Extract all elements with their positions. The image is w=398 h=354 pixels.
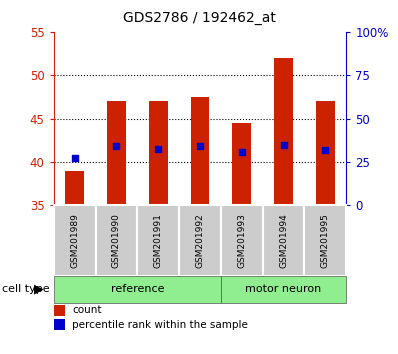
Bar [179,205,221,276]
Bar [137,205,179,276]
Bar [54,319,65,330]
Text: GSM201989: GSM201989 [70,213,79,268]
Bar [54,276,221,303]
Bar [54,305,65,316]
Bar [221,276,346,303]
Text: ▶: ▶ [34,283,44,296]
Text: GSM201994: GSM201994 [279,213,288,268]
Text: reference: reference [111,284,164,295]
Text: cell type: cell type [2,284,50,295]
Text: GSM201991: GSM201991 [154,213,163,268]
Bar [96,205,137,276]
Bar [54,205,96,276]
Point [72,155,78,160]
Bar [274,58,293,205]
Text: GSM201990: GSM201990 [112,213,121,268]
Bar [149,101,168,205]
Point [322,147,328,153]
Bar [304,205,346,276]
Point [197,143,203,149]
Point [155,146,162,152]
Point [238,149,245,154]
Bar [221,205,263,276]
Text: GSM201993: GSM201993 [237,213,246,268]
Text: GSM201995: GSM201995 [321,213,330,268]
Bar [232,123,251,205]
Bar [107,101,126,205]
Bar [65,171,84,205]
Text: motor neuron: motor neuron [246,284,322,295]
Bar [316,101,335,205]
Bar [191,97,209,205]
Point [113,143,119,149]
Text: GSM201992: GSM201992 [195,213,205,268]
Text: percentile rank within the sample: percentile rank within the sample [72,320,248,330]
Bar [263,205,304,276]
Text: GDS2786 / 192462_at: GDS2786 / 192462_at [123,11,275,25]
Point [280,142,287,147]
Text: count: count [72,306,101,315]
